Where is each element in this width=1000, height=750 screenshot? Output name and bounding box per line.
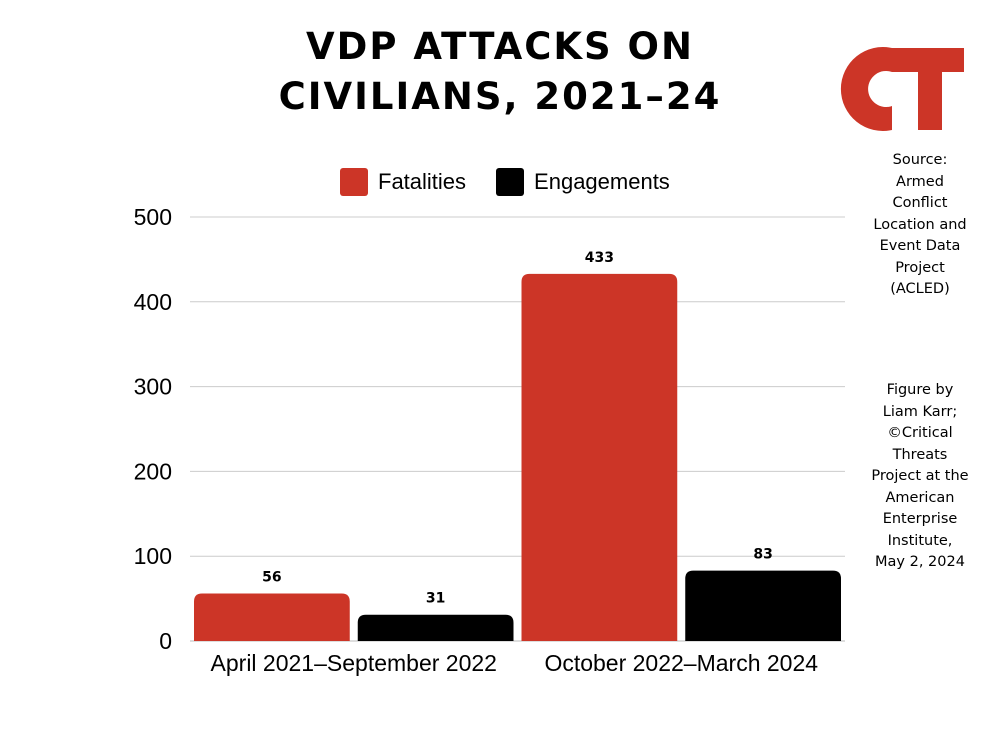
data-label: 433: [585, 250, 614, 266]
ct-logo: CT: [840, 47, 964, 131]
data-label: 83: [753, 547, 772, 563]
y-tick-label: 100: [134, 543, 172, 569]
legend-swatch-engagements: [496, 168, 525, 196]
credit-line: Figure by: [886, 382, 954, 398]
bar-engagements: [685, 570, 841, 641]
data-label: 56: [262, 570, 281, 586]
legend-item-fatalities: Fatalities: [340, 168, 466, 196]
credit-line: Enterprise: [882, 511, 958, 527]
source-line: Location and: [873, 216, 967, 233]
source-note: Source: Armed Conflict Location and Even…: [858, 150, 982, 301]
credit-line: Institute,: [887, 532, 953, 549]
source-line: (ACLED): [890, 281, 950, 297]
bar-fatalities: [194, 593, 350, 641]
chart-title: VDP ATTACKS ON CIVILIANS, 2021–24: [200, 22, 800, 122]
legend-swatch-fatalities: [340, 168, 368, 196]
title-line-2: CIVILIANS, 2021–24: [278, 75, 722, 118]
credit-line: American: [885, 489, 955, 506]
bar-engagements: [357, 614, 514, 641]
credit-line: Threats: [892, 446, 948, 463]
data-label: 31: [426, 591, 445, 607]
y-tick-label: 500: [134, 204, 172, 230]
source-line: Project: [895, 259, 945, 276]
legend-label-fatalities: Fatalities: [378, 169, 467, 194]
legend-item-engagements: Engagements: [496, 168, 670, 196]
source-line: Armed: [896, 173, 944, 190]
y-tick-label: 200: [134, 458, 172, 484]
credit-note: Figure by Liam Karr; ©Critical Threats P…: [858, 380, 982, 574]
source-line: Event Data: [879, 238, 961, 254]
credit-line: Project at the: [871, 468, 969, 484]
x-category-label: October 2022–March 2024: [544, 650, 818, 676]
logo-c-shape: [840, 47, 892, 131]
credit-line: ©Critical: [887, 425, 953, 441]
y-tick-label: 300: [134, 374, 172, 400]
credit-line: May 2, 2024: [875, 554, 965, 570]
y-tick-label: 400: [134, 289, 172, 315]
chart-legend: Fatalities Engagements: [340, 168, 700, 196]
credit-line: Liam Karr;: [882, 403, 958, 420]
bar-fatalities: [521, 273, 678, 641]
source-line: Conflict: [892, 195, 948, 211]
y-tick-label: 0: [159, 628, 172, 654]
legend-label-engagements: Engagements: [534, 169, 670, 194]
title-line-1: VDP ATTACKS ON: [306, 25, 694, 68]
source-line: Source:: [892, 152, 948, 168]
logo-t-stem: [918, 48, 942, 130]
x-category-label: April 2021–September 2022: [211, 650, 497, 676]
